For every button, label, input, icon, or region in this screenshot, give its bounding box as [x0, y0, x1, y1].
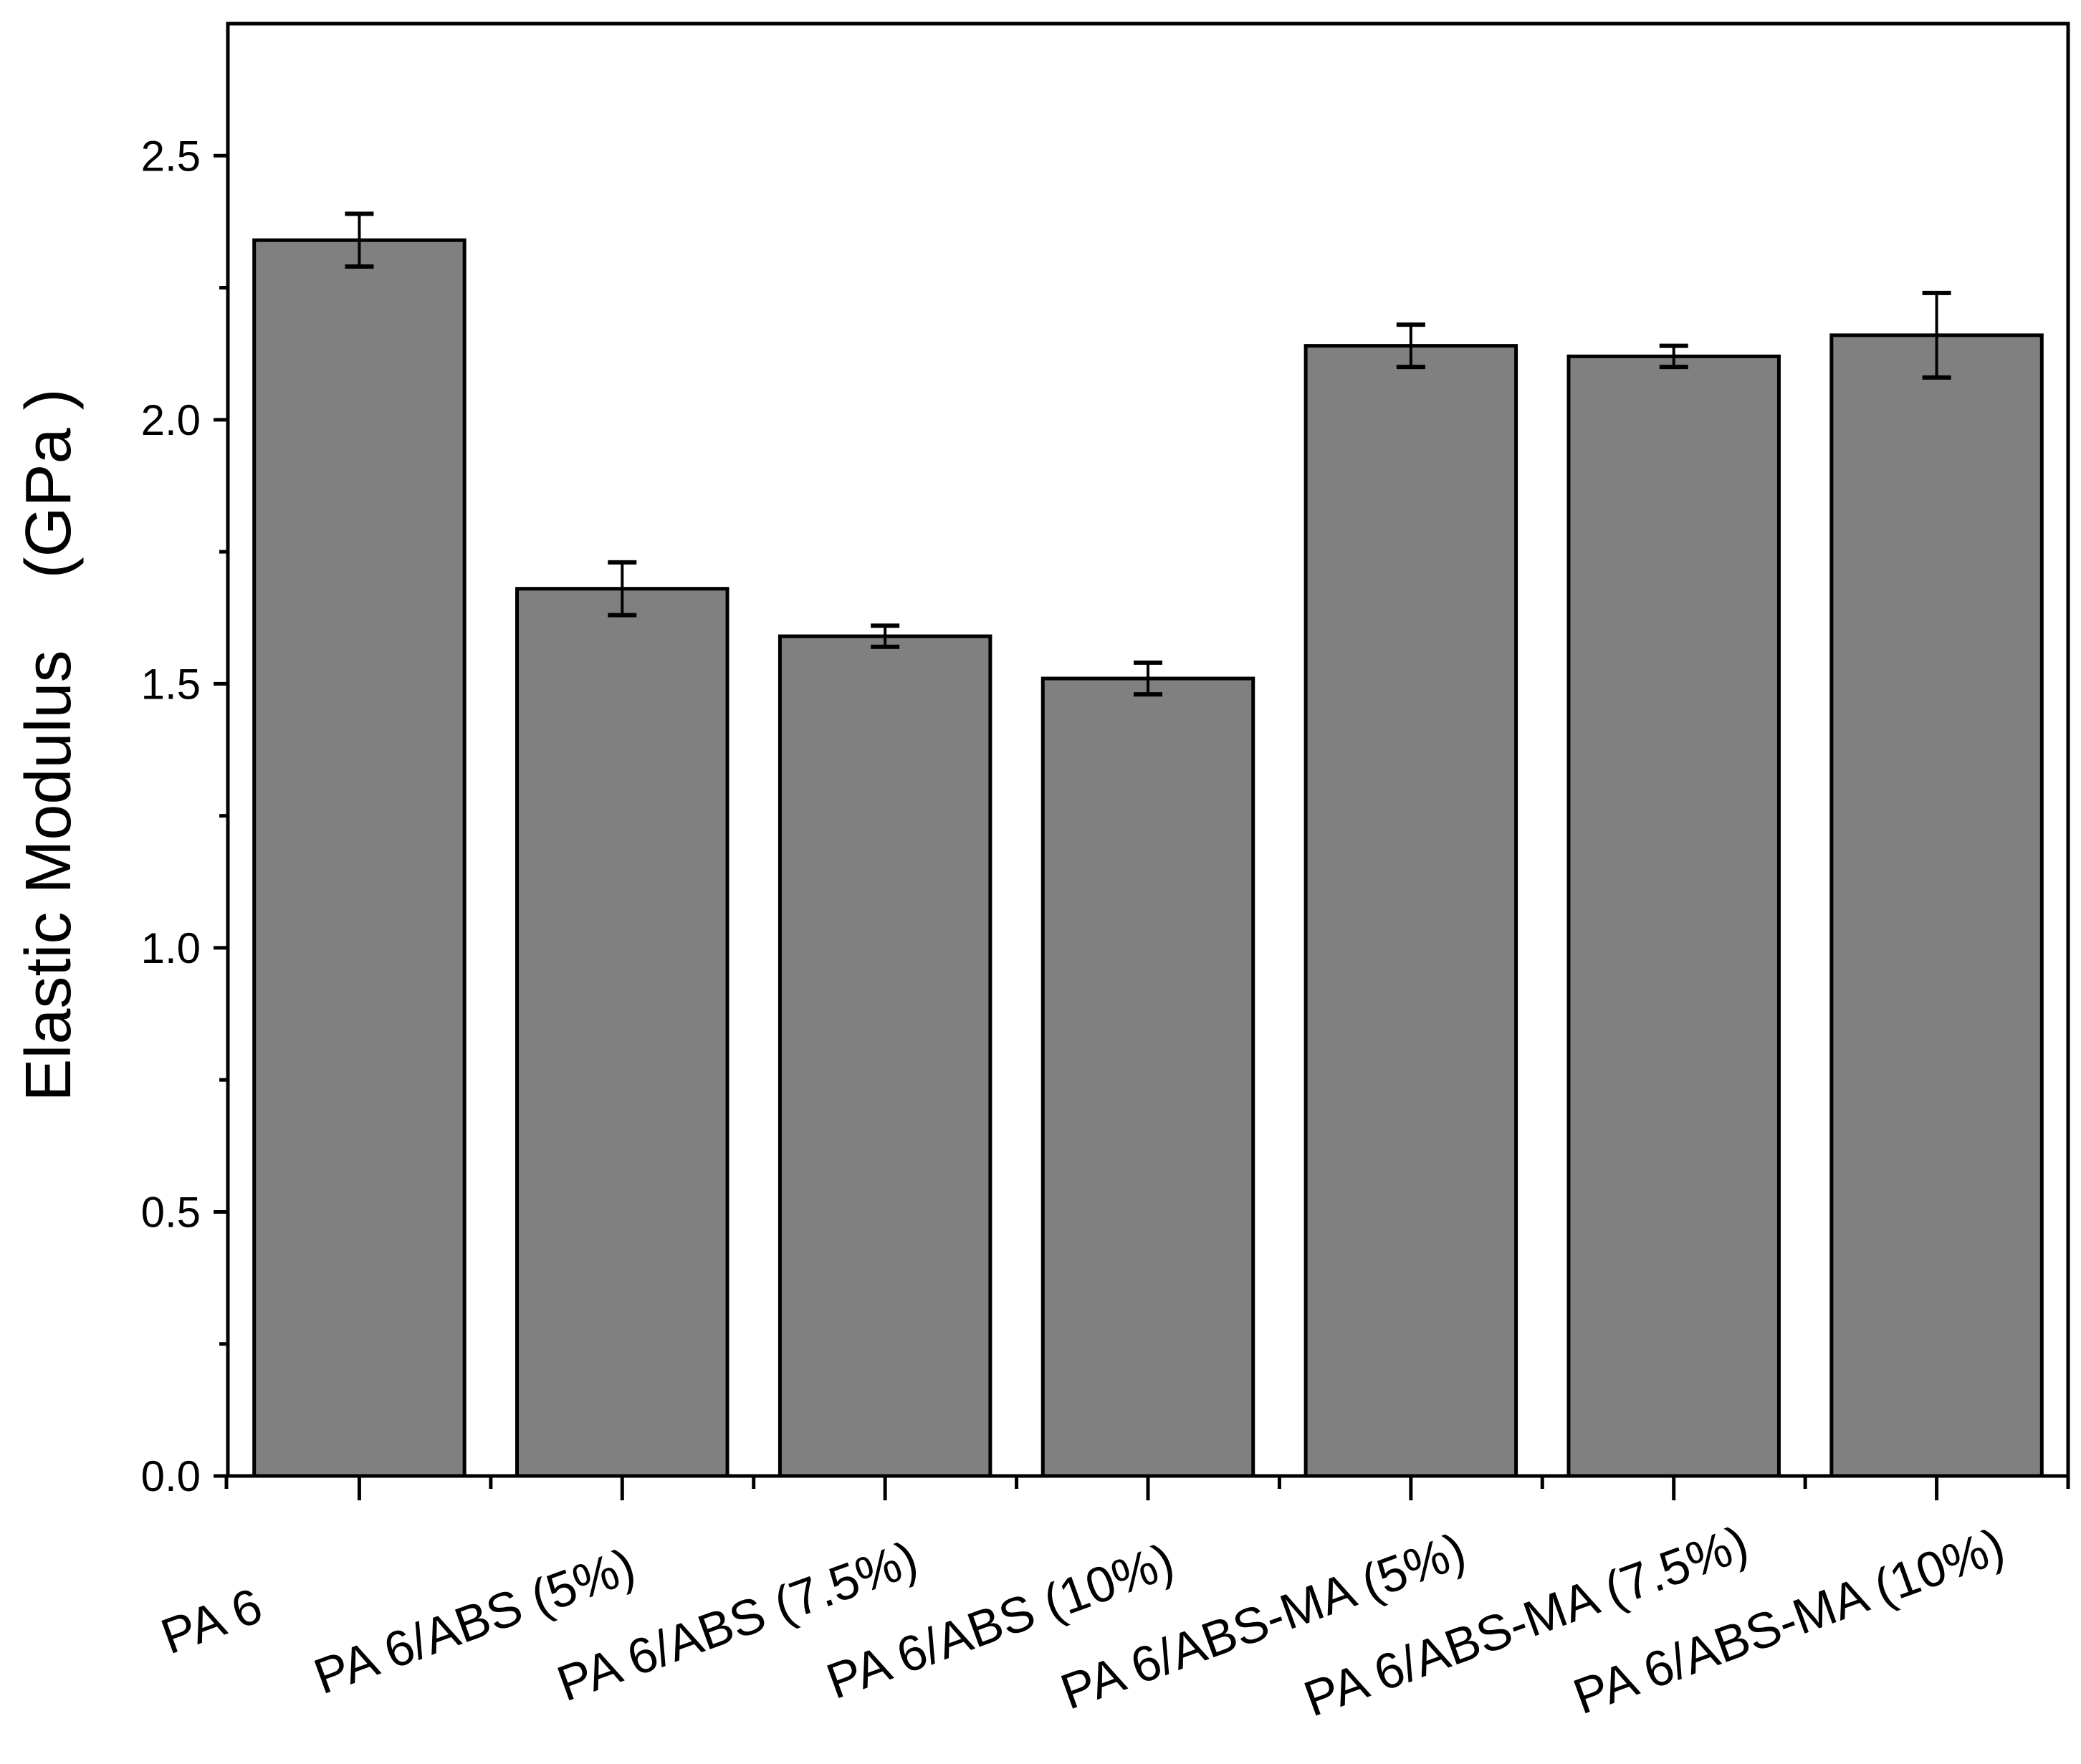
- bar: [515, 587, 729, 1478]
- y-tick-label: 2.5: [141, 132, 201, 180]
- x-axis: PA 6 PA 6/ABS (5%)PA 6/ABS (7.5%)PA 6/ABS…: [154, 1476, 2070, 1727]
- bar: [252, 238, 467, 1478]
- bar: [1829, 333, 2044, 1478]
- y-axis: 0.0 0.5 1.0 1.5 2.0 2.5: [141, 132, 228, 1500]
- y-axis-label: Elastic Modulus (GPa ): [13, 388, 85, 1101]
- bar: [1040, 676, 1255, 1478]
- y-tick-label: 0.5: [141, 1188, 201, 1236]
- y-tick-label: 1.5: [141, 660, 201, 708]
- y-tick-label: 1.0: [141, 924, 201, 972]
- bar: [1303, 344, 1518, 1478]
- error-bars-group: [345, 211, 1951, 697]
- bar: [778, 634, 992, 1478]
- bars-group: [252, 238, 2044, 1478]
- y-tick-label: 2.0: [141, 396, 201, 444]
- x-tick-label: PA 6: [154, 1577, 269, 1664]
- y-tick-label: 0.0: [141, 1452, 201, 1500]
- bar: [1566, 354, 1781, 1478]
- x-tick-label: PA 6/ABS-MA (10%): [1566, 1518, 2011, 1725]
- x-tick-label: PA 6/ABS-MA (7.5%): [1297, 1515, 1756, 1727]
